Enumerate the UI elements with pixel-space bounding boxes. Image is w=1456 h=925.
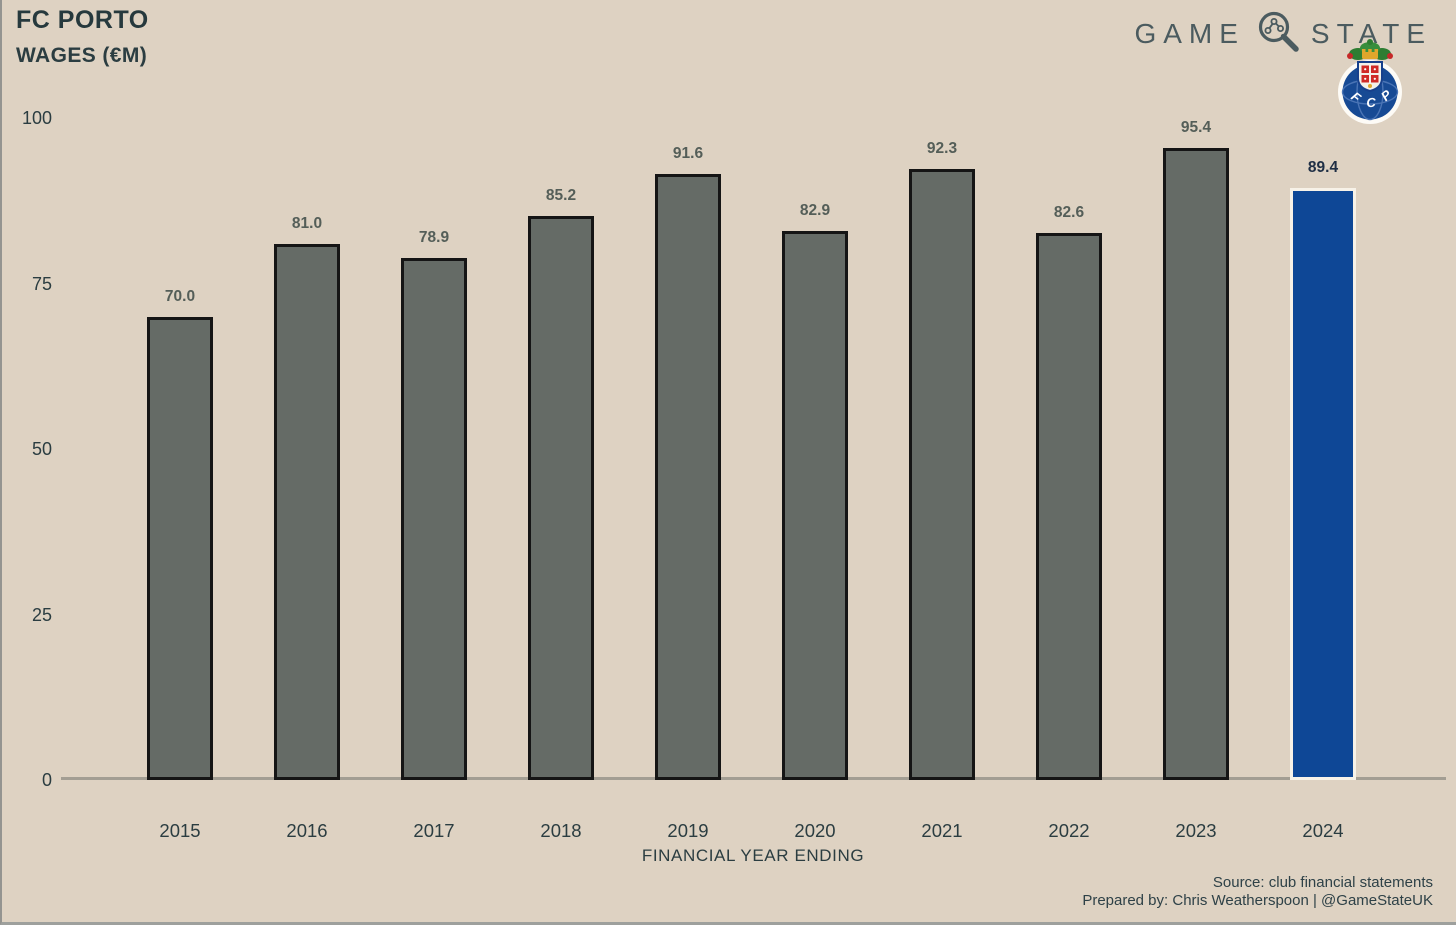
game-state-logo: GAME STATE bbox=[1134, 8, 1432, 59]
x-tick-label-2022: 2022 bbox=[1048, 820, 1090, 841]
prepared-by-note: Prepared by: Chris Weatherspoon | @GameS… bbox=[1082, 892, 1433, 909]
x-axis-line bbox=[61, 777, 1446, 780]
bar-2021 bbox=[909, 169, 975, 780]
y-tick-label-0: 0 bbox=[41, 770, 52, 790]
x-tick-label-2019: 2019 bbox=[667, 820, 709, 841]
x-tick-label-2018: 2018 bbox=[540, 820, 582, 841]
y-tick-label-75: 75 bbox=[31, 273, 52, 294]
chart-header: FC PORTO WAGES (€M) bbox=[16, 6, 149, 68]
bar-2024 bbox=[1290, 188, 1356, 780]
bar-value-label-2019: 91.6 bbox=[672, 145, 704, 162]
bar-value-label-2017: 78.9 bbox=[418, 229, 450, 246]
x-tick-label-2017: 2017 bbox=[413, 820, 455, 841]
x-tick-label-2016: 2016 bbox=[286, 820, 328, 841]
magnifier-network-icon bbox=[1255, 8, 1301, 59]
bar-2022 bbox=[1036, 233, 1102, 780]
bar-value-label-2020: 82.9 bbox=[799, 202, 831, 219]
x-tick-label-2023: 2023 bbox=[1175, 820, 1217, 841]
logo-word-game: GAME bbox=[1134, 17, 1245, 49]
bar-value-label-2021: 92.3 bbox=[926, 140, 958, 157]
fc-porto-crest-icon: F C P bbox=[1336, 38, 1404, 126]
x-axis-title: FINANCIAL YEAR ENDING bbox=[641, 846, 865, 865]
bar-value-label-2015: 70.0 bbox=[164, 288, 196, 305]
bar-2019 bbox=[655, 174, 721, 780]
bar-value-label-2022: 82.6 bbox=[1053, 204, 1085, 221]
bar-value-label-2023: 95.4 bbox=[1180, 119, 1212, 136]
chart-subtitle: WAGES (€M) bbox=[16, 44, 148, 67]
y-tick-label-25: 25 bbox=[31, 604, 52, 625]
bar-2018 bbox=[528, 216, 594, 780]
x-tick-label-2015: 2015 bbox=[159, 820, 201, 841]
bar-2017 bbox=[401, 258, 467, 780]
source-note: Source: club financial statements bbox=[1212, 874, 1433, 891]
bar-value-label-2024: 89.4 bbox=[1307, 159, 1339, 176]
bar-2023 bbox=[1163, 148, 1229, 780]
chart-footer: Source: club financial statements Prepar… bbox=[1082, 874, 1433, 910]
bar-2020 bbox=[782, 231, 848, 780]
bar-value-label-2016: 81.0 bbox=[291, 215, 323, 232]
y-tick-label-50: 50 bbox=[31, 439, 52, 459]
y-tick-label-100: 100 bbox=[21, 108, 52, 128]
x-tick-label-2020: 2020 bbox=[794, 820, 836, 841]
page-title: FC PORTO bbox=[16, 6, 149, 34]
svg-text:F C P: F C P bbox=[1348, 87, 1394, 111]
bar-2015 bbox=[147, 317, 213, 780]
x-tick-label-2024: 2024 bbox=[1302, 820, 1344, 841]
x-tick-label-2021: 2021 bbox=[921, 820, 963, 841]
bar-value-label-2018: 85.2 bbox=[545, 187, 577, 204]
bar-2016 bbox=[274, 244, 340, 780]
